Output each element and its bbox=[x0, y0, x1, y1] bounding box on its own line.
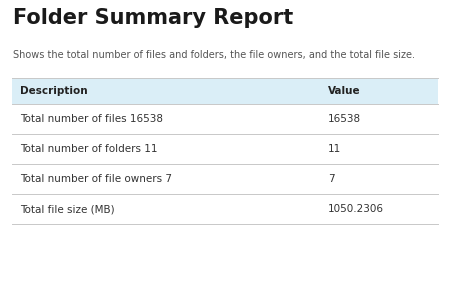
Text: Value: Value bbox=[328, 86, 360, 96]
Bar bbox=[12, 194, 438, 224]
Text: 7: 7 bbox=[328, 174, 335, 184]
Text: 11: 11 bbox=[328, 144, 341, 154]
Text: Description: Description bbox=[20, 86, 88, 96]
Text: Total number of folders 11: Total number of folders 11 bbox=[20, 144, 158, 154]
Bar bbox=[12, 164, 438, 194]
Text: Folder Summary Report: Folder Summary Report bbox=[13, 8, 293, 28]
Text: Total number of file owners 7: Total number of file owners 7 bbox=[20, 174, 172, 184]
Bar bbox=[12, 134, 438, 164]
Text: Total file size (MB): Total file size (MB) bbox=[20, 204, 115, 214]
Text: Shows the total number of files and folders, the file owners, and the total file: Shows the total number of files and fold… bbox=[13, 50, 415, 60]
Text: 1050.2306: 1050.2306 bbox=[328, 204, 384, 214]
Text: 16538: 16538 bbox=[328, 114, 361, 124]
Bar bbox=[12, 78, 438, 104]
Bar bbox=[12, 104, 438, 134]
Text: Total number of files 16538: Total number of files 16538 bbox=[20, 114, 163, 124]
